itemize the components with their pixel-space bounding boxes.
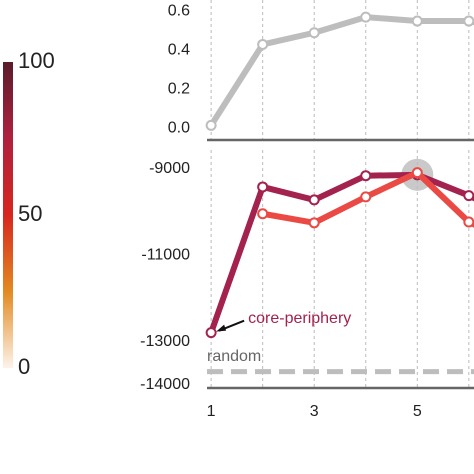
y-tick-label: 0.0 xyxy=(168,120,190,137)
y-tick-label: -11000 xyxy=(141,246,190,263)
y-tick-label: 0.6 xyxy=(168,3,190,20)
point xyxy=(360,11,372,23)
colorbar xyxy=(3,62,13,368)
colorbar-tick-label: 50 xyxy=(18,201,42,226)
point xyxy=(308,194,320,206)
y-tick-label: 0.4 xyxy=(168,42,190,59)
point xyxy=(257,208,269,220)
annotation-label: core-periphery xyxy=(248,310,351,327)
y-tick-label: -13000 xyxy=(140,333,190,350)
colorbar-tick-label: 0 xyxy=(18,354,30,379)
point xyxy=(205,327,217,339)
x-tick-label: 1 xyxy=(207,403,216,420)
colorbar-tick-label: 100 xyxy=(18,48,55,73)
y-tick-label: -14000 xyxy=(140,376,190,393)
annotation-arrowhead xyxy=(216,324,227,332)
point xyxy=(360,170,372,182)
point xyxy=(360,191,372,203)
point xyxy=(463,190,474,202)
point xyxy=(308,27,320,39)
x-tick-label: 5 xyxy=(413,403,422,420)
point xyxy=(411,15,423,27)
point xyxy=(257,181,269,193)
point xyxy=(411,167,423,179)
plot-area xyxy=(205,11,474,131)
x-tick-label: 3 xyxy=(310,403,319,420)
plot-area xyxy=(205,158,474,339)
series-line xyxy=(262,169,474,228)
y-tick-label: 0.2 xyxy=(168,81,190,98)
point xyxy=(308,217,320,229)
point xyxy=(205,119,217,131)
point xyxy=(463,216,474,228)
series-line xyxy=(208,14,474,127)
reference-label: random xyxy=(207,348,261,365)
point xyxy=(463,15,474,27)
y-tick-label: -9000 xyxy=(149,160,190,177)
point xyxy=(257,38,269,50)
